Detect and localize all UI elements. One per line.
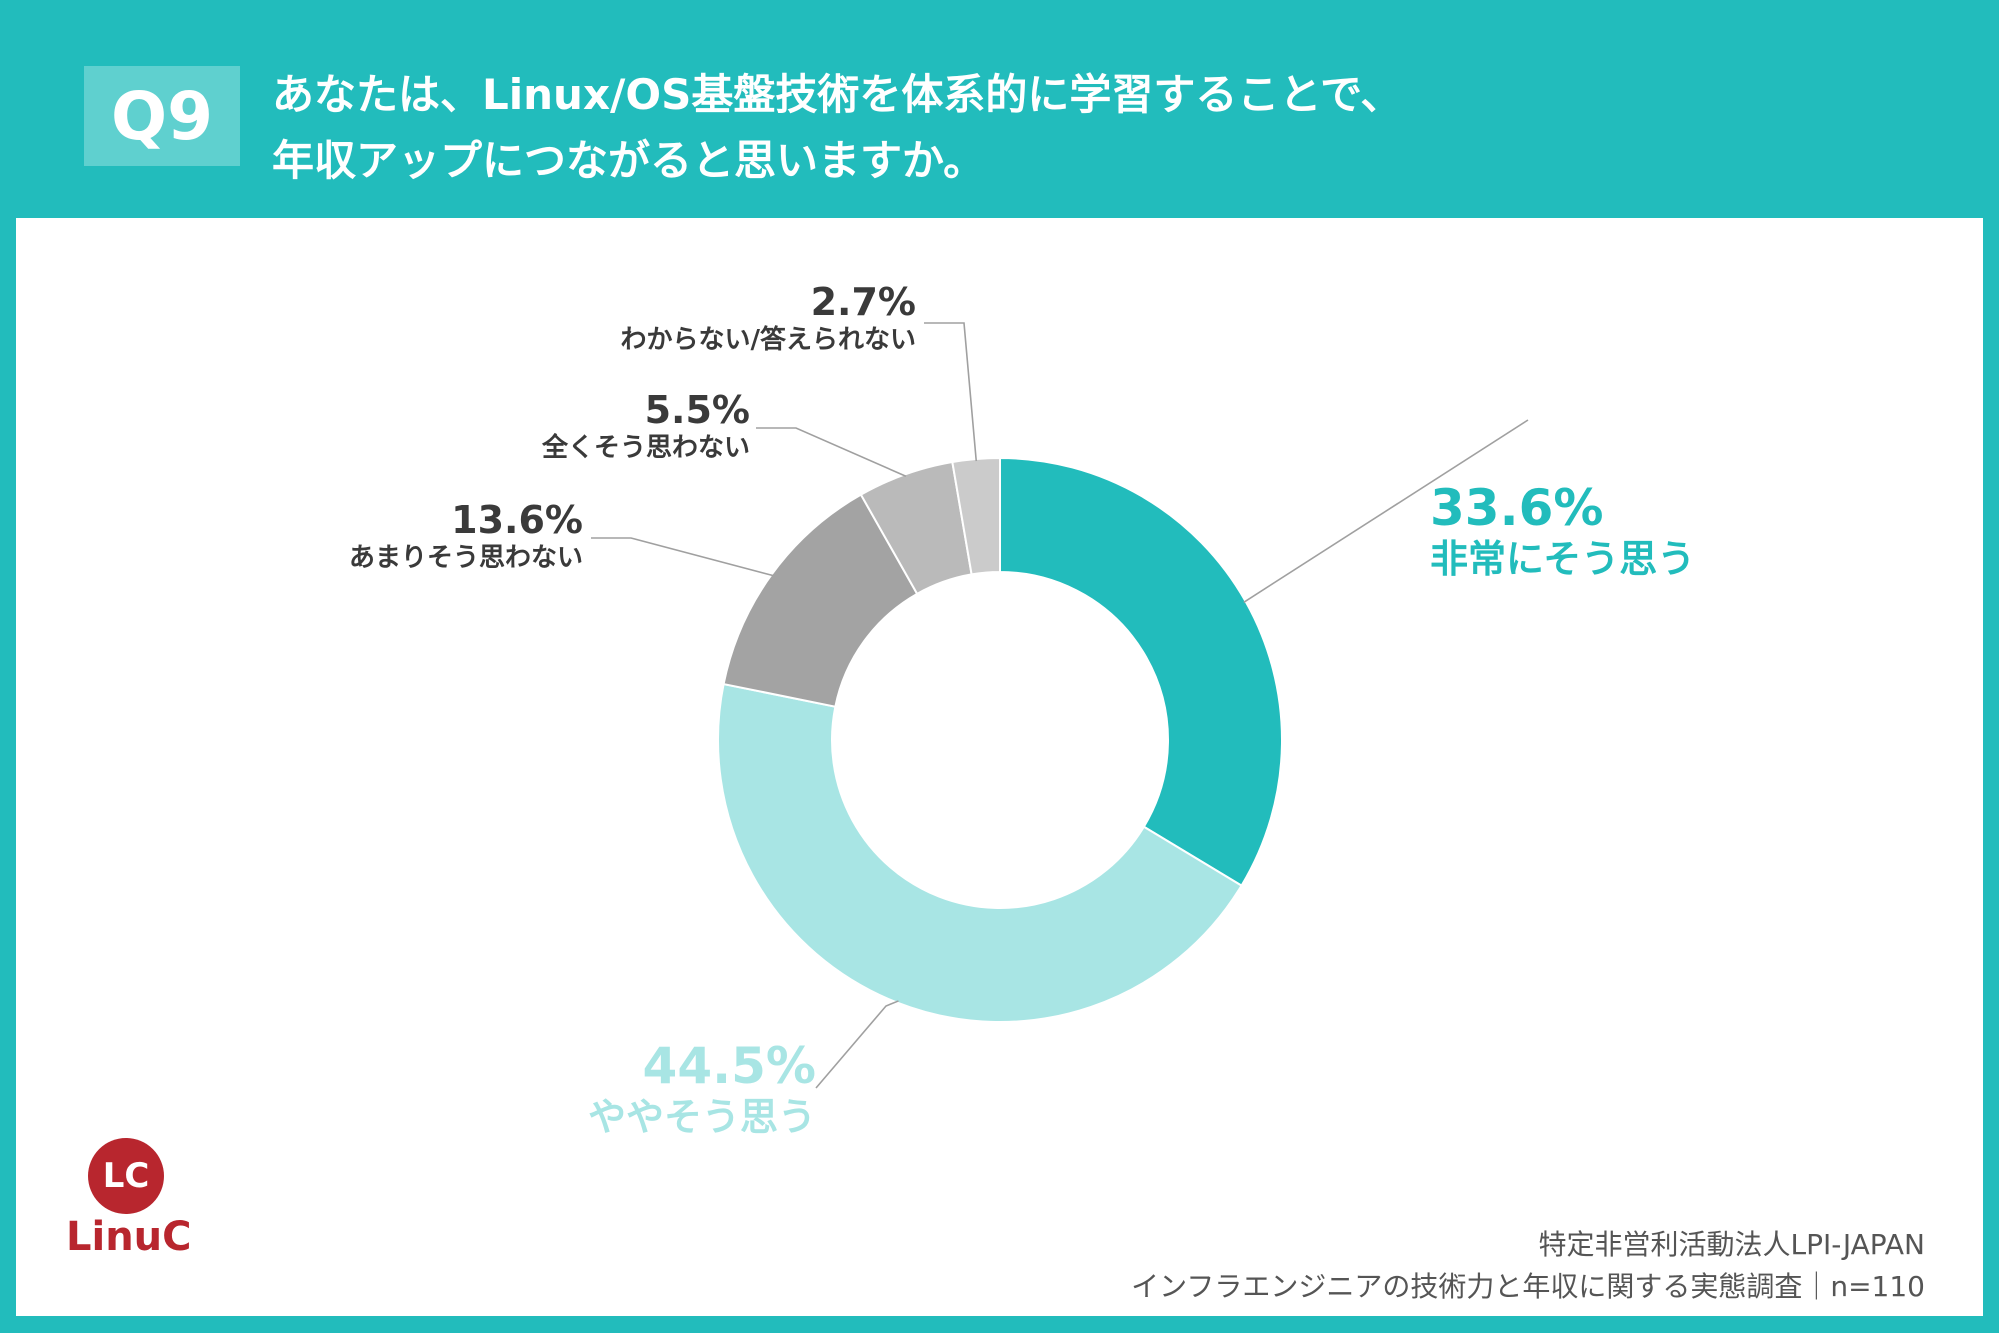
value-label-not-at-all: 5.5% <box>644 388 750 432</box>
leader-dont-know <box>924 322 978 462</box>
question-number-badge: Q9 <box>84 66 240 166</box>
leader-strongly-agree <box>1243 419 1529 603</box>
label-not-really: 13.6% あまりそう思わない <box>349 498 583 574</box>
value-label-strongly-agree: 33.6% <box>1430 479 1604 537</box>
question-title-line2: 年収アップにつながると思いますか。 <box>272 136 986 185</box>
logo-name: LinuC <box>66 1214 192 1260</box>
category-label-dont-know: わからない/答えられない <box>620 325 917 355</box>
slice-somewhat-agree <box>716 682 1243 1024</box>
question-title-line1: あなたは、Linux/OS基盤技術を体系的に学習することで、 <box>272 70 1403 119</box>
category-label-strongly-agree: 非常にそう思う <box>1430 537 1696 581</box>
category-label-not-really: あまりそう思わない <box>348 543 583 573</box>
slice-strongly-agree <box>999 456 1284 887</box>
value-label-not-really: 13.6% <box>451 498 583 542</box>
label-dont-know: 2.7% わからない/答えられない <box>621 280 917 356</box>
value-label-dont-know: 2.7% <box>810 280 916 324</box>
source-note: 特定非営利活動法人LPI-JAPAN インフラエンジニアの技術力と年収に関する実… <box>1131 1224 1925 1308</box>
logo-mark: LC <box>88 1138 164 1214</box>
question-title: あなたは、Linux/OS基盤技術を体系的に学習することで、 年収アップにつなが… <box>272 62 1772 194</box>
leader-not-at-all <box>756 427 907 478</box>
leader-not-really <box>591 537 774 577</box>
header: Q9 あなたは、Linux/OS基盤技術を体系的に学習することで、 年収アップに… <box>0 0 1999 215</box>
category-label-not-at-all: 全くそう思わない <box>541 433 750 463</box>
donut-chart <box>591 322 1529 1089</box>
label-not-at-all: 5.5% 全くそう思わない <box>542 388 750 464</box>
leader-somewhat-agree <box>815 1000 899 1089</box>
category-label-somewhat-agree: ややそう思う <box>587 1095 816 1139</box>
chart-panel: 2.7% わからない/答えられない 5.5% 全くそう思わない 13.6% あま… <box>16 218 1983 1316</box>
value-label-somewhat-agree: 44.5% <box>642 1037 816 1095</box>
slice-dont-know <box>951 456 1001 576</box>
label-strongly-agree: 33.6% 非常にそう思う <box>1430 480 1695 582</box>
source-organization: 特定非営利活動法人LPI-JAPAN <box>1538 1228 1925 1261</box>
linuc-logo: LC LinuC <box>46 1138 192 1260</box>
source-survey: インフラエンジニアの技術力と年収に関する実態調査｜n=110 <box>1131 1270 1925 1303</box>
label-somewhat-agree: 44.5% ややそう思う <box>588 1038 816 1140</box>
